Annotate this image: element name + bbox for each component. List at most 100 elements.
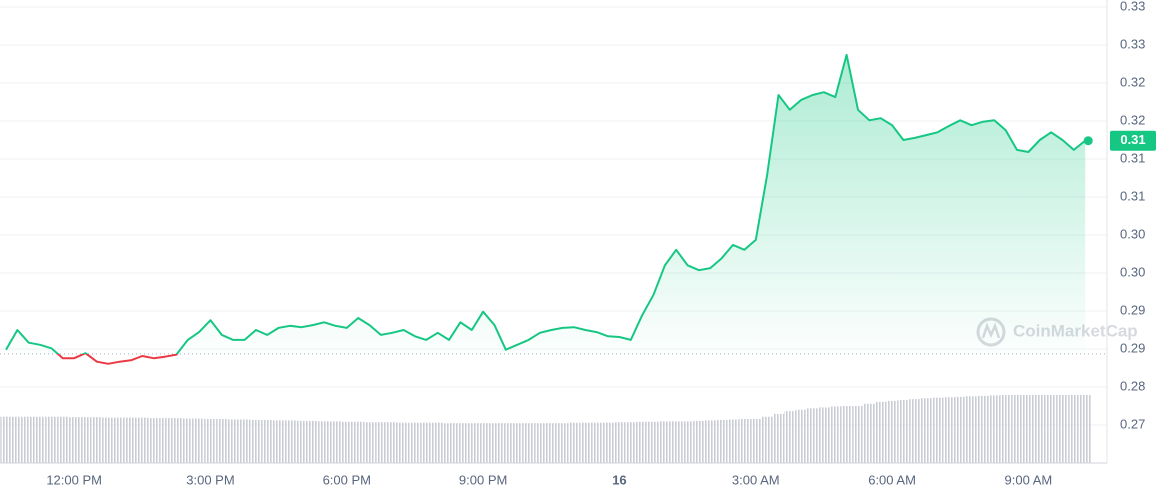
volume-bar <box>1056 394 1069 463</box>
volume-bar <box>204 419 217 463</box>
y-tick-label: 0.29 <box>1120 340 1145 355</box>
volume-bar <box>295 420 308 463</box>
volume-bar <box>386 422 398 463</box>
volume-bar <box>784 411 796 463</box>
volume-bar <box>613 422 626 463</box>
volume-bar <box>625 422 637 463</box>
volume-bar <box>1068 394 1080 463</box>
volume-bar <box>57 416 69 463</box>
volume-bar <box>965 396 978 463</box>
volume-bar <box>1034 394 1046 463</box>
volume-bar <box>1000 394 1012 463</box>
volume-bar <box>466 423 478 463</box>
volume-bar <box>511 423 523 463</box>
price-tag <box>1110 130 1156 151</box>
last-point <box>1083 136 1093 146</box>
volume-bar <box>1079 394 1091 463</box>
volume-bar <box>636 421 648 463</box>
volume-bar <box>113 417 126 463</box>
volume-bar <box>852 406 864 463</box>
x-tick-label: 6:00 PM <box>323 472 371 487</box>
volume-bar <box>170 418 183 463</box>
y-tick-label: 0.33 <box>1120 0 1145 13</box>
volume-bar <box>318 421 330 463</box>
volume-bar <box>886 400 898 463</box>
volume-bar <box>1045 394 1057 463</box>
volume-bar <box>0 416 12 463</box>
volume-bar <box>977 395 989 463</box>
volume-bar <box>148 418 160 463</box>
y-tick-label: 0.31 <box>1120 150 1145 165</box>
volume-bar <box>216 419 228 463</box>
volume-bar <box>738 419 751 463</box>
price-tag-label: 0.31 <box>1120 132 1145 147</box>
y-tick-label: 0.28 <box>1120 378 1145 393</box>
volume-bar <box>897 400 910 463</box>
volume-bar <box>477 423 489 463</box>
volume-bar <box>329 421 342 463</box>
volume-bar <box>579 422 592 463</box>
volume-bar <box>352 421 364 463</box>
volume-bar <box>454 423 467 463</box>
volume-bar <box>954 396 966 463</box>
volume-bar <box>397 422 410 463</box>
volume-bar <box>250 419 262 463</box>
volume-bar <box>863 403 876 463</box>
volume-bar <box>182 418 194 463</box>
x-tick-label: 16 <box>612 472 626 487</box>
volume-bar <box>795 409 807 463</box>
volume-bar <box>647 421 660 463</box>
volume-bar <box>11 416 24 463</box>
x-tick-label: 3:00 AM <box>732 472 780 487</box>
y-tick-label: 0.30 <box>1120 226 1145 241</box>
volume-bar <box>307 420 319 463</box>
volume-bar <box>238 419 251 463</box>
volume-bar <box>272 420 285 463</box>
volume-bar <box>670 421 682 463</box>
volume-bar <box>681 421 694 463</box>
volume-bar <box>829 406 841 463</box>
volume-bar <box>909 399 921 463</box>
volume-bar <box>91 417 103 463</box>
volume-bar <box>23 416 35 463</box>
volume-bar <box>988 395 1000 463</box>
volume-bar <box>193 418 205 463</box>
volume-bar <box>568 422 580 463</box>
volume-bar <box>432 422 444 463</box>
volume-bar <box>545 423 557 463</box>
y-tick-label: 0.31 <box>1120 188 1145 203</box>
volume-bar <box>363 422 376 463</box>
y-tick-label: 0.32 <box>1120 112 1145 127</box>
volume-bar <box>761 416 773 463</box>
volume-bar <box>159 418 171 463</box>
volume-bar <box>1011 394 1023 463</box>
volume-bar <box>125 417 137 463</box>
volume-bar <box>375 422 387 463</box>
volume-bar <box>602 422 614 463</box>
volume-bar <box>500 423 512 463</box>
volume-bar <box>920 398 932 463</box>
volume-bar <box>45 416 58 463</box>
volume-bar <box>420 422 432 463</box>
volume-bar <box>943 397 955 463</box>
volume-bar <box>409 422 421 463</box>
volume-bar <box>1022 394 1035 463</box>
y-tick-label: 0.30 <box>1120 264 1145 279</box>
volume-bar <box>136 417 148 463</box>
x-tick-label: 12:00 PM <box>46 472 102 487</box>
volume-bar <box>806 408 819 463</box>
volume-bar <box>534 423 546 463</box>
y-tick-label: 0.27 <box>1120 416 1145 431</box>
volume-bar <box>727 419 739 463</box>
volume-bar <box>284 420 296 463</box>
volume-bar <box>875 401 887 463</box>
volume-bar <box>693 420 705 463</box>
x-tick-label: 9:00 AM <box>1005 472 1053 487</box>
volume-bar <box>716 419 728 463</box>
y-tick-label: 0.32 <box>1120 74 1145 89</box>
volume-bar <box>261 419 273 463</box>
volume-bar <box>840 406 853 463</box>
price-line <box>5 53 1086 365</box>
